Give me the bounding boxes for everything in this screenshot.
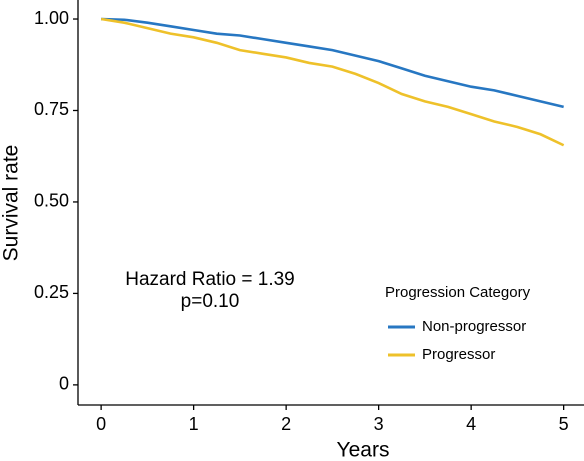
x-tick-label: 5 xyxy=(559,414,569,434)
y-axis-label: Survival rate xyxy=(0,145,23,262)
x-tick-label: 0 xyxy=(96,414,106,434)
y-tick-label: 0.25 xyxy=(34,282,69,302)
survival-curve xyxy=(100,17,565,147)
x-tick-label: 2 xyxy=(281,414,291,434)
y-tick-label: 0.50 xyxy=(34,191,69,211)
legend-title: Progression Category xyxy=(385,284,531,301)
annotation: p=0.10 xyxy=(181,291,240,312)
legend-label: Progressor xyxy=(422,346,495,363)
x-axis-label: Years xyxy=(337,439,390,461)
survival-curve xyxy=(101,17,564,109)
x-tick-label: 1 xyxy=(189,414,199,434)
legend-label: Non-progressor xyxy=(422,318,526,335)
y-tick-label: 0.75 xyxy=(34,99,69,119)
y-tick-label: 0 xyxy=(59,374,69,394)
annotation: Hazard Ratio = 1.39 xyxy=(125,269,295,290)
x-tick-label: 4 xyxy=(466,414,476,434)
y-tick-label: 1.00 xyxy=(34,8,69,28)
x-tick-label: 3 xyxy=(374,414,384,434)
